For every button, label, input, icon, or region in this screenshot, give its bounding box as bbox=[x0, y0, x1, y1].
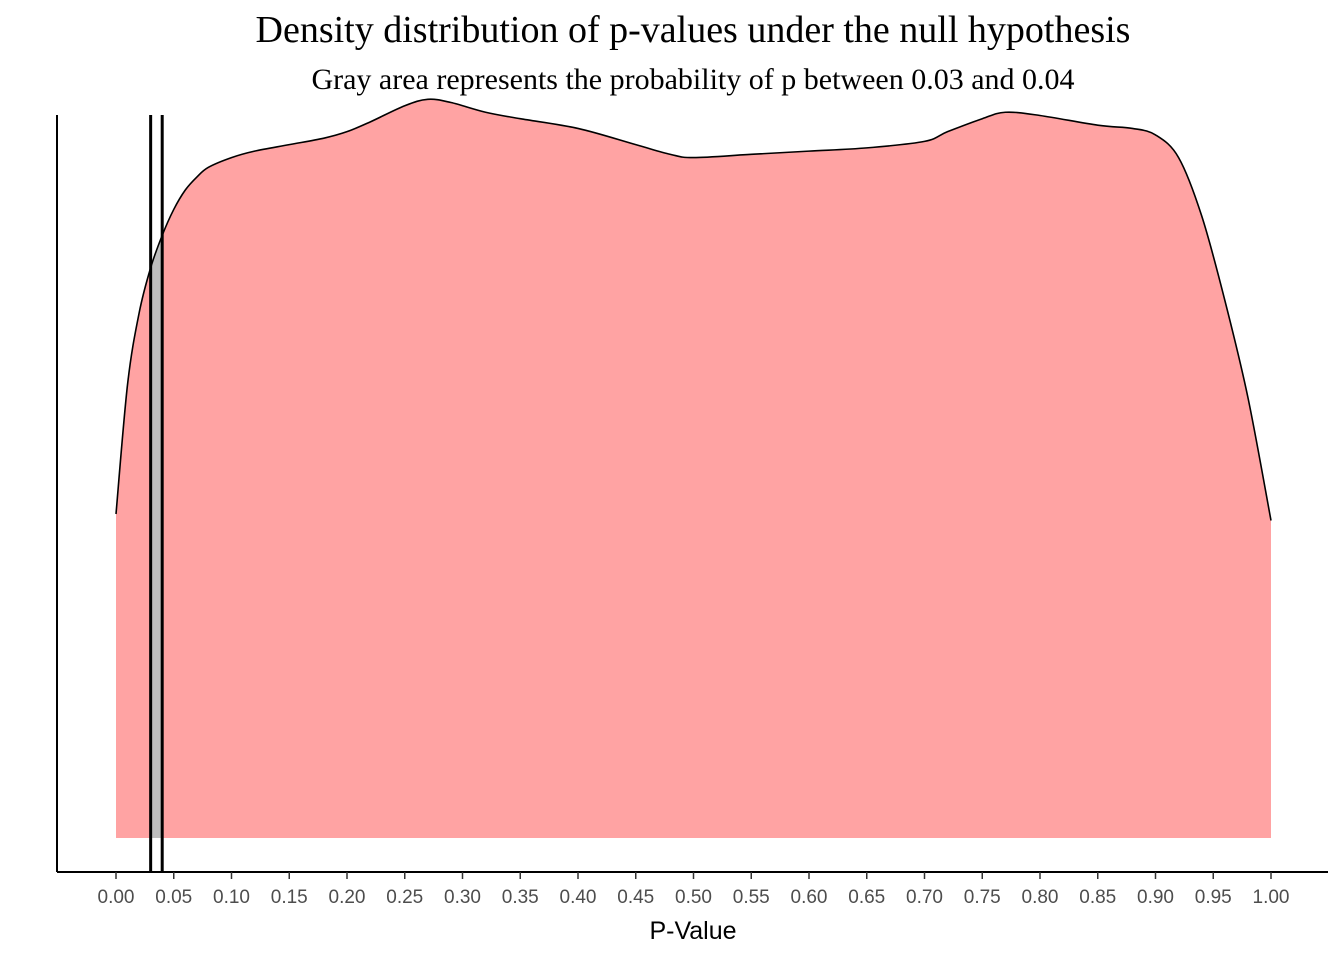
x-tick-label: 0.50 bbox=[675, 887, 712, 908]
x-tick-label: 0.75 bbox=[964, 887, 1001, 908]
x-tick-label: 0.20 bbox=[329, 887, 366, 908]
x-tick-label: 0.90 bbox=[1137, 887, 1174, 908]
x-tick-label: 1.00 bbox=[1253, 887, 1290, 908]
chart-subtitle: Gray area represents the probability of … bbox=[311, 63, 1075, 96]
x-tick-label: 0.60 bbox=[791, 887, 828, 908]
x-tick-label: 0.15 bbox=[271, 887, 308, 908]
x-tick-label: 0.95 bbox=[1195, 887, 1232, 908]
x-tick-label: 0.65 bbox=[848, 887, 885, 908]
x-tick-label: 0.55 bbox=[733, 887, 770, 908]
x-axis-title: P-Value bbox=[649, 917, 736, 945]
x-tick-label: 0.00 bbox=[98, 887, 135, 908]
x-tick-label: 0.35 bbox=[502, 887, 539, 908]
x-tick-label: 0.40 bbox=[560, 887, 597, 908]
x-tick-label: 0.10 bbox=[213, 887, 250, 908]
chart-title: Density distribution of p-values under t… bbox=[255, 9, 1131, 51]
x-tick-label: 0.05 bbox=[155, 887, 192, 908]
x-tick-label: 0.30 bbox=[444, 887, 481, 908]
x-tick-label: 0.25 bbox=[386, 887, 423, 908]
x-tick-label: 0.45 bbox=[617, 887, 654, 908]
density-curve bbox=[115, 98, 1272, 521]
density-area bbox=[116, 99, 1271, 838]
x-tick-label: 0.80 bbox=[1022, 887, 1059, 908]
x-tick-label: 0.70 bbox=[906, 887, 943, 908]
x-tick-label: 0.85 bbox=[1079, 887, 1116, 908]
highlight-area bbox=[150, 235, 163, 838]
